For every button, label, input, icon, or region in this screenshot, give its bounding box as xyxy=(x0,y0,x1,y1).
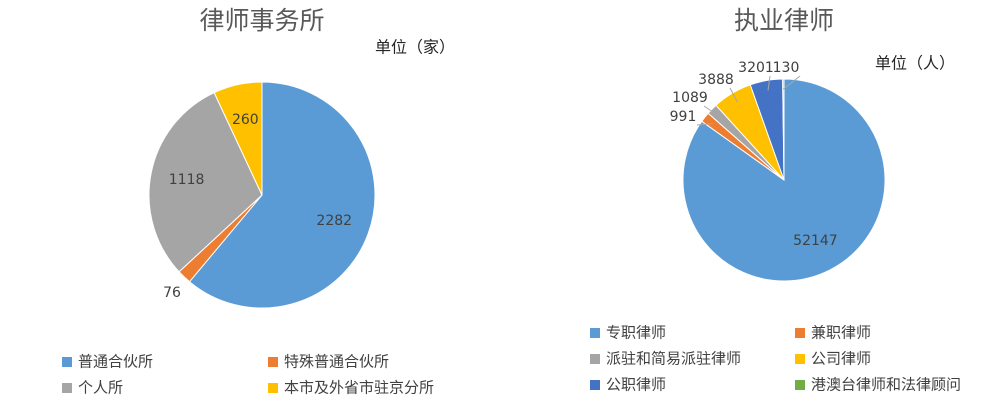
legend-swatch xyxy=(268,383,278,393)
legend-label: 公职律师 xyxy=(606,376,666,394)
legend-label: 普通合伙所 xyxy=(78,353,153,371)
pie-slice xyxy=(782,78,785,181)
legend-label: 特殊普通合伙所 xyxy=(284,353,389,371)
leader-line xyxy=(696,123,713,126)
legend-label: 本市及外省市驻京分所 xyxy=(284,379,434,397)
data-label: 130 xyxy=(773,60,800,76)
pie-slice xyxy=(213,81,263,196)
unit-label: 单位（人） xyxy=(875,54,955,73)
chart-title: 律师事务所 xyxy=(199,6,324,35)
legend-label: 派驻和简易派驻律师 xyxy=(606,350,741,368)
legend-label: 兼职律师 xyxy=(811,324,871,342)
legend-label: 公司律师 xyxy=(811,350,871,368)
legend-label: 个人所 xyxy=(78,379,123,397)
legend-label: 港澳台律师和法律顾问 xyxy=(811,376,961,394)
data-label: 3888 xyxy=(698,72,734,88)
legend-swatch xyxy=(590,380,600,390)
data-label: 3201 xyxy=(738,60,774,76)
legend-swatch xyxy=(268,357,278,367)
pie-slice xyxy=(148,91,263,273)
data-label: 1118 xyxy=(169,172,205,188)
unit-label: 单位（家） xyxy=(375,38,455,57)
leader-line xyxy=(729,87,738,103)
data-label: 260 xyxy=(232,112,259,128)
data-label: 52147 xyxy=(793,233,838,249)
leader-line xyxy=(767,75,771,91)
legend-swatch xyxy=(590,354,600,364)
legend-label: 专职律师 xyxy=(606,324,666,342)
legend-swatch xyxy=(590,328,600,338)
data-label: 2282 xyxy=(316,213,352,229)
data-label: 1089 xyxy=(672,90,708,106)
legend-swatch xyxy=(795,380,805,390)
pie-slice xyxy=(188,81,376,309)
legend-swatch xyxy=(795,354,805,364)
leader-line xyxy=(783,75,801,90)
chart-title: 执业律师 xyxy=(734,6,834,35)
data-label: 991 xyxy=(670,109,697,125)
data-label: 76 xyxy=(163,285,181,301)
leader-line xyxy=(703,105,720,117)
legend-swatch xyxy=(62,383,72,393)
legend-swatch xyxy=(62,357,72,367)
legend-swatch xyxy=(795,328,805,338)
